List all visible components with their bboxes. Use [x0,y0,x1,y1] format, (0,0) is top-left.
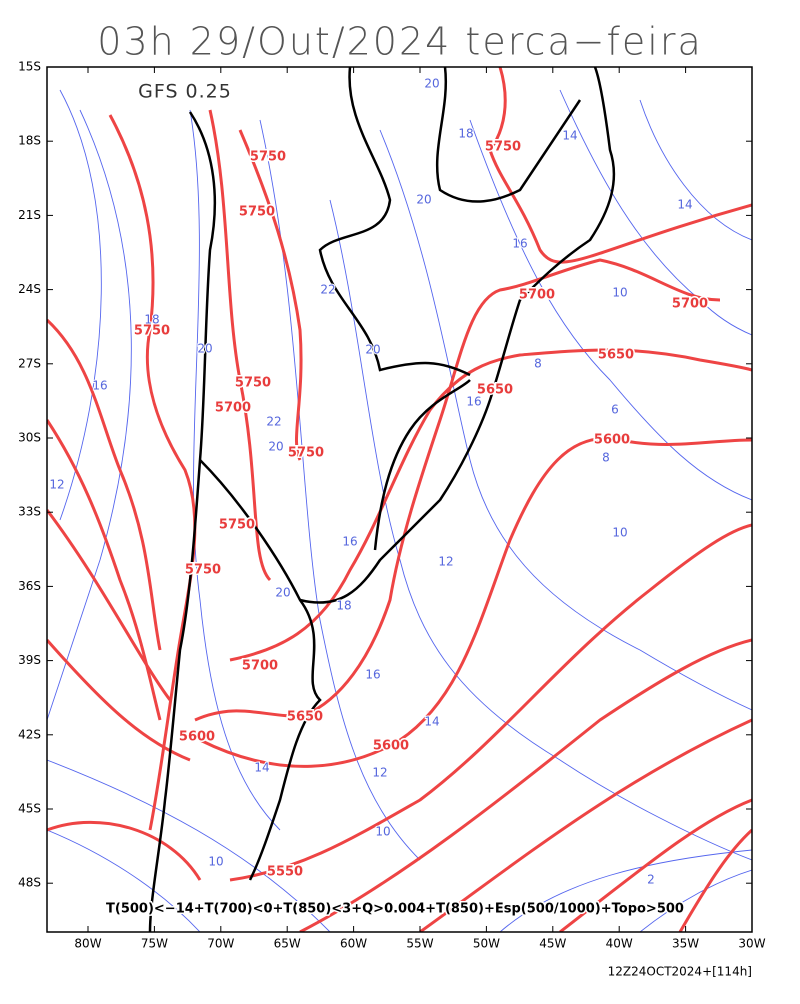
lat-label: 18S [18,134,41,148]
height-label: 5750 [235,376,271,391]
thickness-label: 22 [266,415,281,429]
lat-label: 36S [18,579,41,593]
thickness-label: 20 [268,440,283,454]
thickness-label: 14 [254,761,269,775]
height-label: 5600 [373,739,409,754]
lat-label: 24S [18,282,41,296]
thickness-label: 6 [611,403,619,417]
thickness-label: 18 [144,313,159,327]
thickness-label: 10 [208,855,223,869]
thickness-label: 20 [365,343,380,357]
thickness-label: 20 [424,77,439,91]
lon-label: 80W [74,937,101,951]
map-area [46,66,753,933]
lat-label: 21S [18,208,41,222]
height-label: 5750 [219,518,255,533]
thickness-label: 2 [647,873,655,887]
thickness-label: 12 [372,766,387,780]
lon-label: 35W [672,937,699,951]
caption: T(500)<−14+T(700)<0+T(850)<3+Q>0.004+T(8… [106,902,684,917]
thickness-label: 8 [534,357,542,371]
height-label: 5700 [519,288,555,303]
map-frame [46,66,753,933]
height-label: 5750 [185,563,221,578]
height-label: 5650 [287,710,323,725]
thickness-label: 16 [365,668,380,682]
thickness-label: 10 [612,526,627,540]
lat-label: 33S [18,505,41,519]
thickness-contours [47,89,752,932]
lon-label: 70W [207,937,234,951]
thickness-label: 14 [424,715,439,729]
thickness-label: 20 [275,586,290,600]
height-label: 5650 [477,383,513,398]
lon-label: 30W [738,937,765,951]
height-label: 5750 [134,324,170,339]
height-label: 5750 [288,446,324,461]
lon-label: 45W [539,937,566,951]
title: 03h 29/Out/2024 terca−feira [97,20,702,64]
height-label: 5650 [598,348,634,363]
height-label: 5600 [179,730,215,745]
coastline-borders [148,67,616,932]
thickness-label: 14 [677,198,692,212]
lat-label: 42S [18,727,41,741]
thickness-label: 18 [336,599,351,613]
height-label: 5600 [594,433,630,448]
thickness-label: 12 [49,478,64,492]
lat-label: 30S [18,431,41,445]
thickness-label: 22 [320,283,335,297]
thickness-label: 20 [416,193,431,207]
lon-label: 65W [274,937,301,951]
footer: 12Z24OCT2024+[114h] [608,965,752,979]
lon-label: 55W [406,937,433,951]
thickness-label: 16 [512,237,527,251]
lat-label: 39S [18,653,41,667]
thickness-label: 16 [92,379,107,393]
height-label: 5700 [242,659,278,674]
lon-label: 60W [340,937,367,951]
height-label: 5700 [672,297,708,312]
thickness-label: 18 [458,127,473,141]
lat-label: 48S [18,876,41,890]
thickness-label: 12 [438,555,453,569]
thickness-label: 10 [612,286,627,300]
thickness-label: 8 [602,451,610,465]
height-label: 5750 [485,140,521,155]
lon-label: 75W [141,937,168,951]
lat-label: 45S [18,802,41,816]
lon-label: 50W [473,937,500,951]
height-label: 5750 [239,205,275,220]
model-label: GFS 0.25 [138,81,232,103]
height-label: 5550 [267,865,303,880]
lon-label: 40W [606,937,633,951]
thickness-label: 10 [375,825,390,839]
height-label: 5750 [250,150,286,165]
thickness-label: 16 [342,535,357,549]
thickness-label: 20 [197,342,212,356]
lat-label: 27S [18,356,41,370]
height-label: 5700 [215,401,251,416]
lat-label: 15S [18,60,41,74]
height-contours [47,67,752,932]
thickness-label: 14 [562,129,577,143]
thickness-label: 16 [466,395,481,409]
